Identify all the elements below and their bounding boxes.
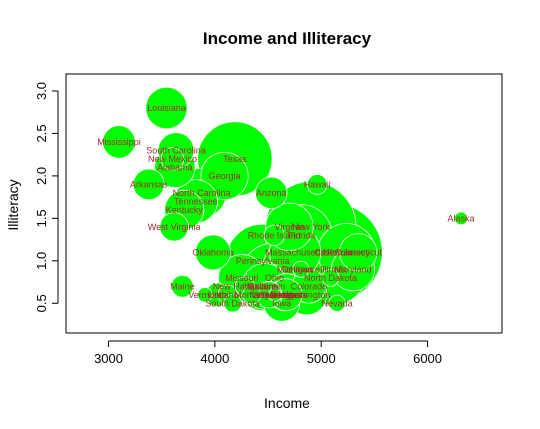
point-label-new-york: New York: [292, 222, 331, 232]
point-label-new-mexico: New Mexico: [148, 154, 197, 164]
bubble-maine: [170, 274, 194, 298]
bubble-new-mexico: [160, 147, 185, 171]
point-label-nebraska: Nebraska: [250, 290, 289, 300]
y-tick-label: 3.0: [34, 82, 49, 100]
point-label-maryland: Maryland: [335, 264, 372, 274]
point-label-alabama: Alabama: [157, 162, 193, 172]
x-axis-label: Income: [264, 395, 310, 411]
point-label-pennsylvania: Pennsylvania: [236, 256, 290, 266]
bubble-alaska: [454, 211, 468, 226]
point-label-virginia: Virginia: [274, 222, 304, 232]
point-label-oklahoma: Oklahoma: [193, 247, 234, 257]
bubble-wyoming: [268, 287, 282, 302]
y-tick-label: 1.5: [34, 209, 49, 227]
bubble-nevada: [328, 294, 346, 312]
y-tick-label: 2.0: [34, 167, 49, 185]
bubble-vermont: [197, 287, 213, 303]
point-label-michigan: Michigan: [277, 264, 313, 274]
x-tick-label: 5000: [307, 351, 336, 366]
point-label-west-virginia: West Virginia: [148, 222, 201, 232]
point-label-minnesota: Minnesota: [266, 290, 308, 300]
bubble-montana: [242, 285, 262, 305]
point-label-texas: Texas: [223, 154, 247, 164]
point-label-mississippi: Mississippi: [97, 137, 141, 147]
bubble-north-dakota: [321, 268, 340, 287]
point-label-kansas: Kansas: [271, 290, 302, 300]
point-label-wisconsin: Wisconsin: [244, 281, 285, 291]
y-tick-label: 2.5: [34, 124, 49, 142]
point-label-new-jersey: New Jersey: [323, 247, 371, 257]
point-label-south-dakota: South Dakota: [205, 298, 260, 308]
point-label-washington: Washington: [283, 290, 330, 300]
point-label-montana: Montana: [234, 290, 269, 300]
point-label-iowa: Iowa: [272, 298, 291, 308]
point-label-louisiana: Louisiana: [147, 103, 186, 113]
bubble-oklahoma: [195, 234, 232, 271]
point-label-utah: Utah: [208, 290, 227, 300]
point-label-florida: Florida: [288, 230, 316, 240]
point-label-oregon: Oregon: [270, 290, 300, 300]
bubble-rhode-island: [263, 224, 285, 247]
y-axis-label: Illiteracy: [5, 179, 21, 230]
axes-layer: 3000 4000 5000 6000 0.5 1.0 1.5 2.0 2.5 3.0: [34, 82, 442, 366]
x-tick-label: 4000: [200, 351, 229, 366]
point-label-hawaii: Hawaii: [304, 179, 331, 189]
point-label-indiana: Indiana: [249, 281, 279, 291]
bubble-mississippi: [102, 125, 136, 159]
bubble-arkansas: [132, 168, 165, 201]
point-label-rhode-island: Rhode Island: [248, 230, 301, 240]
point-label-north-carolina: North Carolina: [173, 188, 231, 198]
point-label-colorado: Colorado: [291, 281, 328, 291]
bubble-delaware: [292, 260, 310, 278]
point-label-ohio: Ohio: [265, 273, 284, 283]
point-label-nevada: Nevada: [322, 298, 353, 308]
point-label-north-dakota: North Dakota: [304, 273, 357, 283]
point-label-alaska: Alaska: [448, 213, 475, 223]
bubble-west-virginia: [159, 212, 189, 242]
point-label-georgia: Georgia: [209, 171, 241, 181]
point-label-wyoming: Wyoming: [256, 290, 293, 300]
bubble-south-dakota: [223, 294, 242, 313]
y-tick-label: 1.0: [34, 252, 49, 270]
point-label-delaware: Delaware: [282, 264, 320, 274]
point-label-connecticut: Connecticut: [334, 247, 382, 257]
x-tick-label: 6000: [413, 351, 442, 366]
point-label-arkansas: Arkansas: [130, 179, 168, 189]
point-label-idaho: Idaho: [216, 290, 239, 300]
plot-frame: [65, 73, 503, 334]
bubble-connecticut: [339, 233, 378, 272]
bubbles-layer: [102, 86, 468, 322]
x-tick-label: 3000: [94, 351, 123, 366]
point-label-illinois: Illinois: [320, 264, 346, 274]
point-label-new-hampshire: New Hampshire: [213, 281, 277, 291]
bubble-hawaii: [306, 174, 328, 195]
point-label-missouri: Missouri: [225, 273, 259, 283]
chart-title: Income and Illiteracy: [203, 29, 372, 48]
y-tick-label: 0.5: [34, 294, 49, 312]
bubble-arizona: [255, 176, 288, 210]
point-label-tennessee: Tennessee: [174, 196, 218, 206]
point-label-arizona: Arizona: [256, 188, 287, 198]
point-label-maine: Maine: [170, 281, 195, 291]
point-label-kentucky: Kentucky: [166, 205, 204, 215]
point-label-vermont: Vermont: [188, 290, 222, 300]
point-label-massachusetts: Massachusetts: [265, 247, 326, 257]
point-label-california: California: [314, 247, 352, 257]
bubble-louisiana: [145, 86, 188, 130]
point-label-south-carolina: South Carolina: [146, 145, 206, 155]
